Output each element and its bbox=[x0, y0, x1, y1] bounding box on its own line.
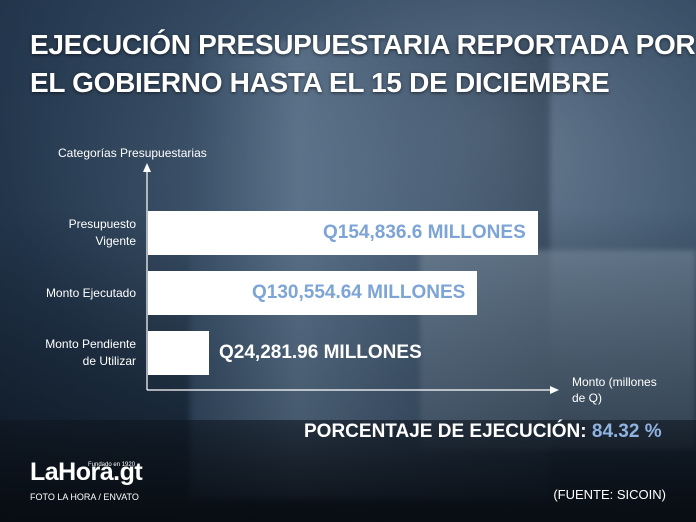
y-axis-arrow bbox=[143, 163, 151, 172]
bar bbox=[148, 271, 477, 315]
brand-logo: LaHora.gt bbox=[30, 458, 143, 486]
page-title: EJECUCIÓN PRESUPUESTARIA REPORTADA POR E… bbox=[30, 26, 696, 102]
title-line-1: EJECUCIÓN PRESUPUESTARIA REPORTADA POR bbox=[30, 29, 696, 60]
category-label-line: de Utilizar bbox=[82, 354, 136, 368]
x-axis-label: Monto (millones de Q) bbox=[572, 374, 657, 406]
category-label: Monto Ejecutado bbox=[0, 285, 136, 302]
category-label: Monto Pendiente de Utilizar bbox=[0, 336, 136, 370]
bar bbox=[148, 331, 209, 375]
category-label-line: Presupuesto bbox=[68, 217, 136, 231]
data-label: Q154,836.6 MILLONES bbox=[323, 222, 526, 243]
category-label: Presupuesto Vigente bbox=[0, 216, 136, 250]
execution-label: PORCENTAJE DE EJECUCIÓN: bbox=[304, 421, 587, 442]
y-axis-label: Categorías Presupuestarias bbox=[58, 146, 207, 160]
background-ground bbox=[0, 420, 696, 522]
x-axis-arrow bbox=[550, 386, 559, 394]
brand-logo-tagline: Fundado en 1920 bbox=[88, 462, 136, 468]
category-label-line: Vigente bbox=[95, 234, 136, 248]
x-axis-label-line-1: Monto (millones bbox=[572, 375, 657, 389]
data-label: Q130,554.64 MILLONES bbox=[252, 282, 466, 303]
title-line-2: EL GOBIERNO HASTA EL 15 DE DICIEMBRE bbox=[30, 67, 610, 98]
bar bbox=[148, 211, 538, 255]
x-axis-label-line-2: de Q) bbox=[572, 391, 603, 405]
category-label-line: Monto Ejecutado bbox=[45, 285, 136, 300]
category-label-line: Monto Pendiente bbox=[45, 337, 136, 351]
source-note: (FUENTE: SICOIN) bbox=[553, 487, 666, 502]
photo-credit: FOTO LA HORA / ENVATO bbox=[30, 492, 139, 502]
data-label: Q24,281.96 MILLONES bbox=[219, 342, 422, 363]
execution-percentage: PORCENTAJE DE EJECUCIÓN: 84.32 % bbox=[304, 421, 662, 443]
execution-value: 84.32 % bbox=[591, 421, 662, 442]
